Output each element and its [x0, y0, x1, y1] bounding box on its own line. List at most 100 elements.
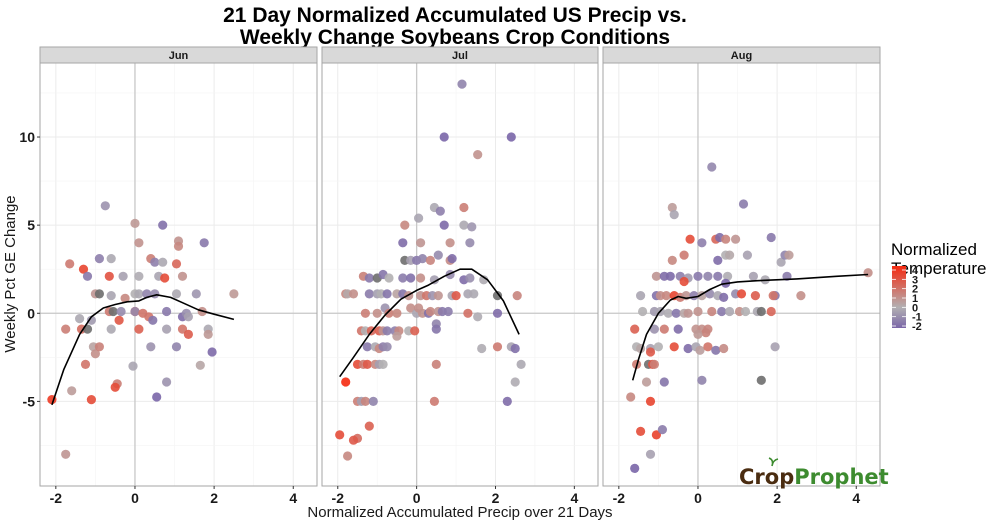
data-point	[657, 425, 668, 435]
panel-jun: Jun	[39, 46, 318, 487]
data-point	[740, 306, 751, 317]
data-point	[410, 326, 420, 336]
data-point	[653, 342, 664, 352]
data-point	[110, 382, 120, 392]
data-point	[457, 79, 467, 89]
data-point	[750, 291, 761, 301]
legend-tick-label: 4	[912, 265, 919, 277]
data-point	[417, 254, 428, 264]
data-point	[82, 271, 93, 281]
data-point	[134, 238, 144, 248]
facet-strip	[321, 46, 599, 64]
data-point	[502, 396, 512, 406]
data-point	[429, 275, 439, 285]
data-point	[667, 255, 677, 265]
data-point	[364, 421, 374, 431]
data-point	[796, 291, 806, 301]
data-point	[645, 449, 656, 459]
data-point	[459, 202, 469, 213]
data-point	[748, 271, 759, 281]
y-tick-label: -5	[23, 393, 36, 409]
data-point	[173, 241, 184, 251]
data-point	[398, 238, 408, 248]
data-point	[171, 289, 182, 299]
data-point	[171, 259, 182, 269]
data-point	[671, 308, 681, 318]
data-point	[742, 250, 753, 260]
data-point	[150, 289, 160, 299]
data-point	[703, 324, 713, 334]
data-point	[384, 273, 394, 283]
y-tick-label: 5	[27, 217, 35, 233]
data-point	[717, 306, 727, 317]
data-point	[510, 343, 520, 354]
data-point	[100, 201, 110, 211]
x-tick-label: 4	[852, 490, 860, 506]
data-point	[492, 291, 503, 301]
data-point	[177, 324, 188, 334]
data-point	[713, 271, 723, 281]
data-point	[711, 345, 721, 355]
data-point	[707, 162, 717, 172]
facet-strip	[602, 46, 881, 64]
data-point	[659, 377, 669, 387]
data-point	[94, 254, 104, 264]
data-point	[636, 426, 646, 436]
logo-prophet: Prophet	[794, 465, 888, 489]
data-point	[645, 347, 656, 357]
data-point	[669, 342, 679, 352]
data-point	[106, 291, 116, 301]
panel-jul: Jul	[321, 46, 599, 487]
x-tick-label: 4	[570, 490, 578, 506]
data-point	[645, 396, 656, 406]
data-point	[199, 238, 209, 248]
data-point	[384, 308, 394, 318]
data-point	[398, 273, 408, 283]
data-point	[492, 342, 503, 352]
data-point	[425, 255, 435, 265]
smooth-trend-line	[631, 273, 869, 381]
panel-background	[603, 63, 880, 486]
x-tick-label: -2	[332, 490, 345, 506]
data-point	[382, 289, 392, 299]
legend-tick-label: 1	[912, 293, 918, 305]
data-point	[756, 306, 766, 317]
data-point	[78, 264, 89, 274]
data-point	[61, 449, 71, 459]
data-point	[721, 234, 731, 244]
data-point	[738, 199, 749, 209]
data-point	[348, 435, 359, 445]
data-point	[447, 254, 457, 264]
data-point	[736, 289, 747, 299]
data-point	[703, 271, 713, 281]
data-point	[649, 324, 660, 334]
data-point	[626, 392, 636, 402]
data-point	[784, 250, 794, 260]
data-point	[414, 213, 424, 223]
data-point	[638, 306, 648, 317]
logo-text: CropProphet	[739, 465, 889, 489]
data-point	[171, 342, 182, 352]
data-point	[368, 396, 378, 406]
data-point	[697, 375, 707, 385]
data-point	[673, 324, 683, 334]
data-point	[162, 306, 172, 317]
facet-strip-label: Jul	[452, 50, 468, 62]
data-point	[479, 275, 489, 285]
y-axis: -5 0 5 10	[19, 129, 40, 409]
data-point	[776, 257, 786, 267]
smooth-trend-line	[51, 294, 235, 406]
data-point	[669, 210, 679, 220]
facet-panels: Jun Jul Aug	[39, 46, 881, 487]
data-point	[443, 306, 453, 317]
data-point	[630, 463, 640, 473]
title-line-1: 21 Day Normalized Accumulated US Precip …	[223, 4, 687, 27]
data-point	[229, 289, 239, 299]
data-point	[343, 451, 353, 461]
data-point	[697, 238, 707, 248]
data-point	[451, 291, 461, 301]
data-point	[439, 220, 449, 230]
data-point	[406, 303, 416, 313]
